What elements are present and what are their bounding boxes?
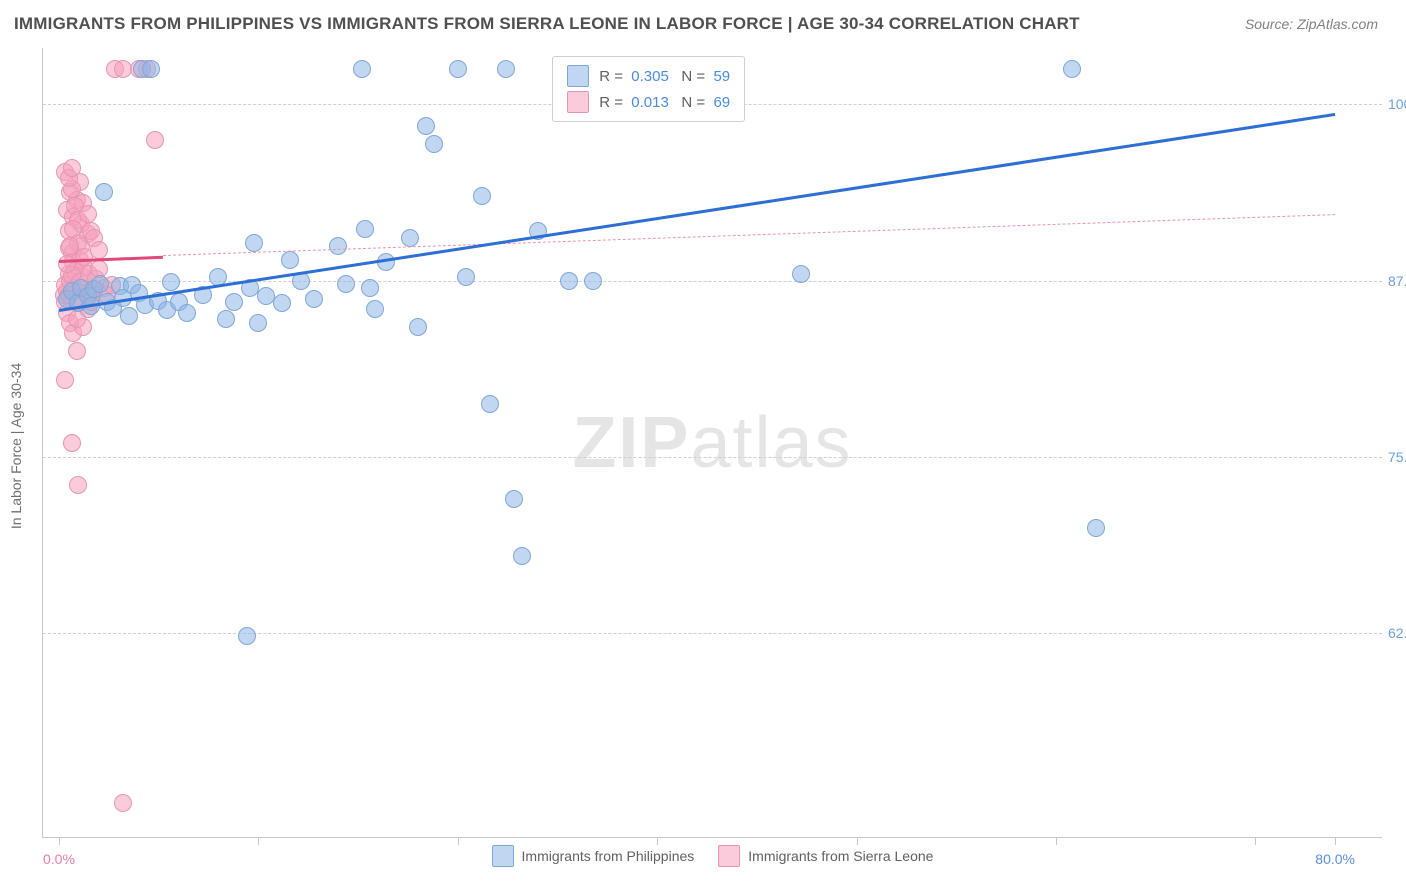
legend-bottom: Immigrants from Philippines Immigrants f… [492,845,934,867]
x-tick [458,837,459,845]
data-point [361,279,379,297]
data-point [457,268,475,286]
scatter-plot-area: ZIPatlas Immigrants from Philippines Imm… [42,48,1382,838]
data-point [1087,519,1105,537]
data-point [225,293,243,311]
data-point [353,60,371,78]
data-point [513,547,531,565]
data-point [249,314,267,332]
data-point [337,275,355,293]
data-point [68,310,86,328]
data-point [356,220,374,238]
watermark: ZIPatlas [572,402,852,484]
data-point [481,395,499,413]
y-tick-label: 87.5% [1388,273,1406,289]
data-point [417,117,435,135]
gridline [43,457,1382,458]
y-tick-label: 62.5% [1388,625,1406,641]
data-point [63,434,81,452]
data-point [505,490,523,508]
legend-item-philippines: Immigrants from Philippines [492,845,695,867]
swatch-icon [567,65,589,87]
swatch-pink-icon [718,845,740,867]
data-point [217,310,235,328]
stats-legend: R = 0.305 N = 59R = 0.013 N = 69 [552,56,745,122]
data-point [90,241,108,259]
data-point [91,275,109,293]
data-point [497,60,515,78]
data-point [120,307,138,325]
data-point [273,294,291,312]
x-tick [1056,837,1057,845]
x-tick [857,837,858,845]
chart-title: IMMIGRANTS FROM PHILIPPINES VS IMMIGRANT… [14,14,1080,34]
data-point [79,205,97,223]
data-point [584,272,602,290]
data-point [366,300,384,318]
stats-row: R = 0.305 N = 59 [567,63,730,89]
data-point [95,183,113,201]
data-point [449,60,467,78]
x-tick [258,837,259,845]
x-tick-label: 80.0% [1315,851,1355,867]
data-point [238,627,256,645]
legend-item-sierra-leone: Immigrants from Sierra Leone [718,845,933,867]
data-point [281,251,299,269]
swatch-icon [567,91,589,113]
source-credit: Source: ZipAtlas.com [1245,16,1378,32]
data-point [162,273,180,291]
data-point [142,60,160,78]
data-point [329,237,347,255]
x-tick-label: 0.0% [43,851,75,867]
data-point [56,371,74,389]
data-point [63,159,81,177]
y-tick-label: 75.0% [1388,449,1406,465]
data-point [425,135,443,153]
data-point [68,342,86,360]
data-point [245,234,263,252]
data-point [473,187,491,205]
data-point [305,290,323,308]
x-tick [657,837,658,845]
data-point [64,220,82,238]
x-tick [59,837,60,845]
y-tick-label: 100.0% [1388,96,1406,112]
data-point [178,304,196,322]
data-point [58,255,76,273]
x-tick [1255,837,1256,845]
data-point [560,272,578,290]
chart-header: IMMIGRANTS FROM PHILIPPINES VS IMMIGRANT… [0,0,1406,44]
data-point [409,318,427,336]
data-point [69,476,87,494]
data-point [792,265,810,283]
y-axis-label: In Labor Force | Age 30-34 [8,363,24,529]
data-point [61,237,79,255]
data-point [401,229,419,247]
data-point [114,794,132,812]
swatch-blue-icon [492,845,514,867]
trend-line [59,113,1336,312]
data-point [146,131,164,149]
x-tick [1335,837,1336,845]
data-point [1063,60,1081,78]
stats-row: R = 0.013 N = 69 [567,89,730,115]
